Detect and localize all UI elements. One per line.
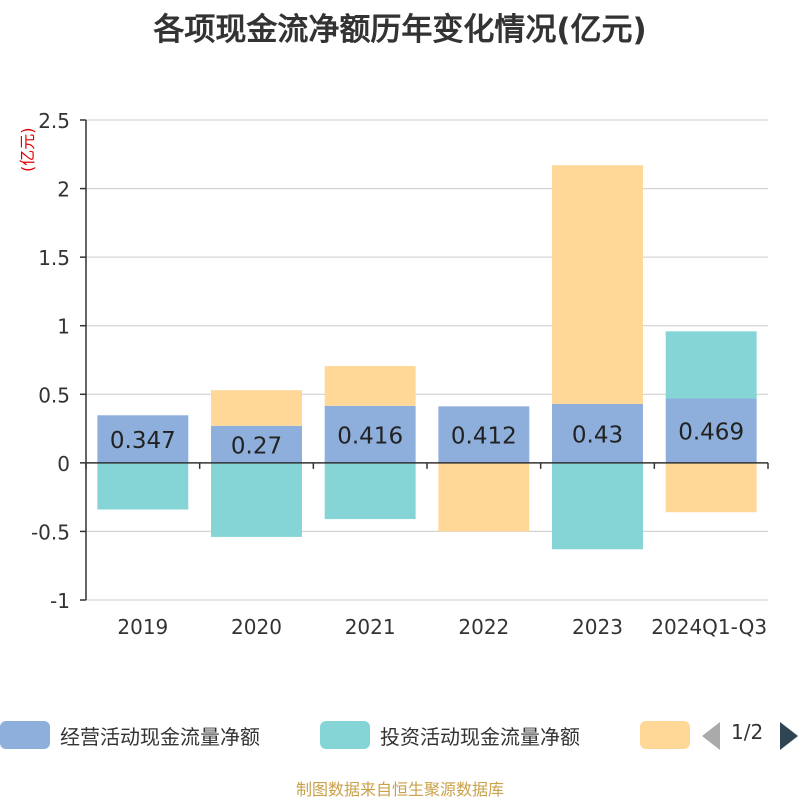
data-label: 0.416 [337,423,403,449]
bar-series2-2021 [324,366,416,406]
bar-series2-2022 [438,462,530,532]
legend-label-investing: 投资活动现金流量净额 [380,725,580,749]
data-label: 0.347 [110,428,176,454]
chart-title: 各项现金流净额历年变化情况(亿元) [153,12,647,48]
bar-series0-2021 [324,405,416,463]
bar-series0-2022 [438,406,530,463]
bar-series1-2020 [211,462,302,537]
legend-swatch-operating [0,721,50,749]
bar-series0-2024Q1-Q3 [665,398,757,463]
bar-series1-2024Q1-Q3 [665,331,757,399]
bar-series2-2024Q1-Q3 [665,462,757,513]
bar-series2-2020 [211,390,302,426]
bar-series2-2023 [552,165,643,404]
y-tick-label: 2 [57,178,70,202]
legend-swatch-investing [320,721,370,749]
y-tick-label: 1.5 [38,246,70,270]
y-tick-label: 0 [57,452,70,476]
triangle-right-icon[interactable] [780,722,798,750]
legend-pager: 1/2 [731,720,764,744]
y-tick-label: 1 [57,315,70,339]
data-label: 0.27 [231,433,282,459]
x-tick-label: 2022 [458,615,509,639]
bar-series0-2020 [211,425,302,463]
x-tick-label: 2024Q1-Q3 [651,615,767,639]
legend: 经营活动现金流量净额 投资活动现金流量净额 [0,712,800,756]
y-tick-label: -0.5 [31,520,70,544]
x-tick-label: 2019 [117,615,168,639]
triangle-left-icon[interactable] [702,722,720,750]
x-tick-label: 2020 [231,615,282,639]
legend-label-operating: 经营活动现金流量净额 [60,725,260,749]
bar-chart: 2.5 2 1.5 1 0.5 0 -0.5 -1 0.347 0.27 0.416 0.412 0.4… [31,109,769,639]
data-label: 0.469 [678,420,744,446]
y-tick-label: 2.5 [38,109,70,133]
data-label: 0.43 [572,422,623,448]
bar-series0-2019 [97,415,189,463]
data-label: 0.412 [451,424,517,450]
bar-series1-2021 [324,462,416,520]
y-tick-label: 0.5 [38,383,70,407]
x-tick-label: 2021 [345,615,396,639]
bar-series0-2023 [552,403,643,463]
bar-series1-2019 [97,462,189,510]
x-tick-label: 2023 [572,615,623,639]
y-tick-label: -1 [50,589,70,613]
source-footer: 制图数据来自恒生聚源数据库 [295,780,504,799]
legend-swatch-third [640,721,690,749]
bar-series1-2023 [552,462,643,550]
